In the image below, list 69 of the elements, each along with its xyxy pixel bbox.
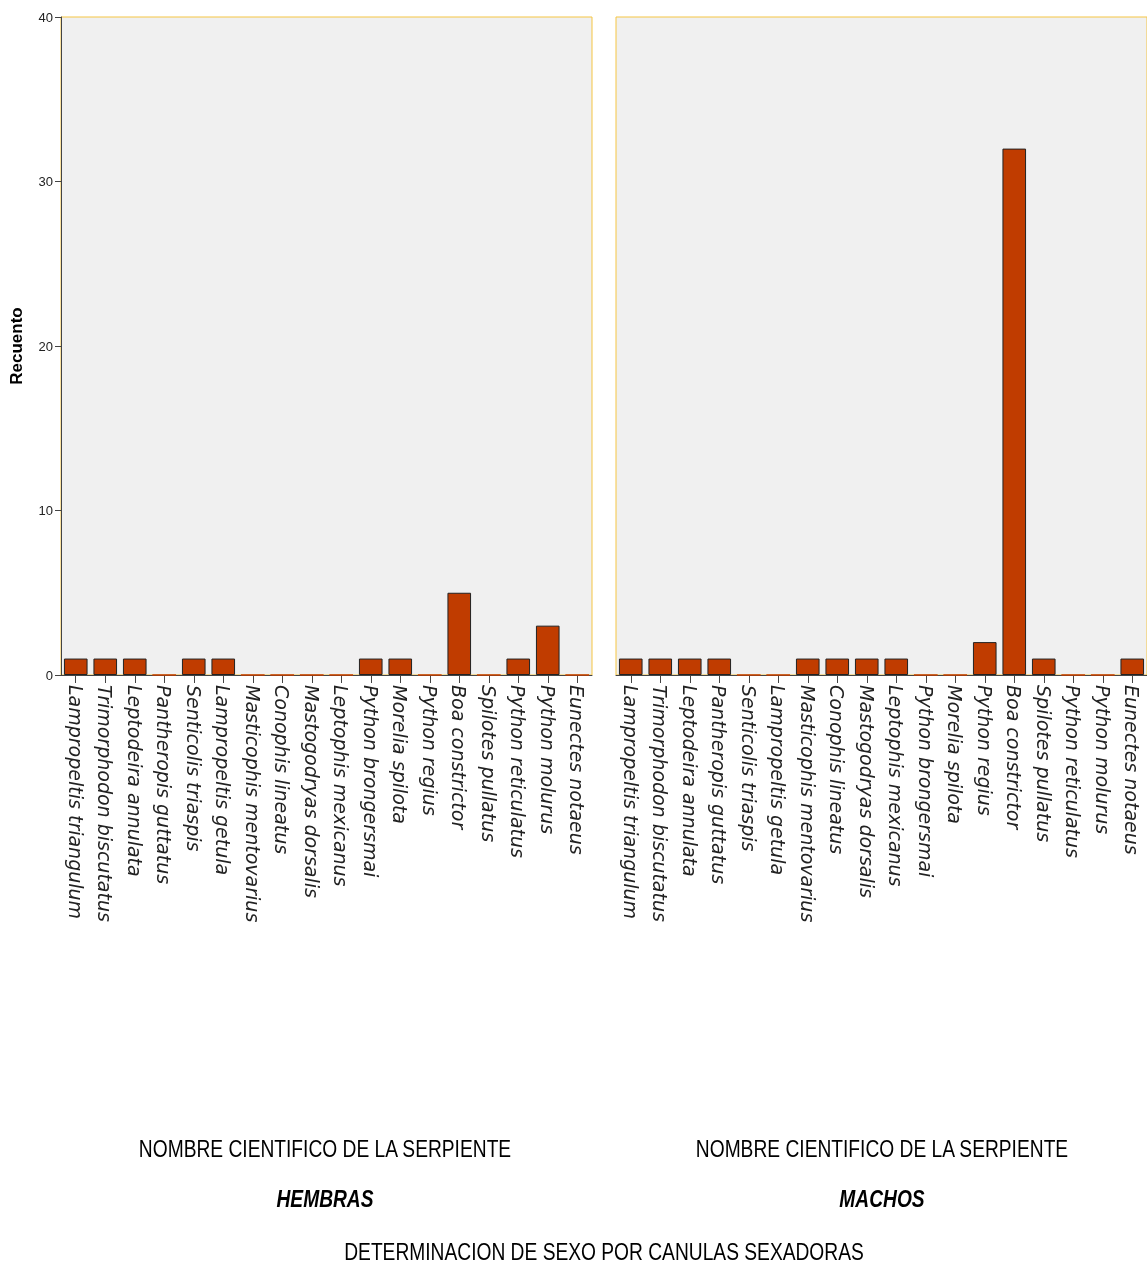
bar [447, 592, 472, 675]
bar [707, 658, 732, 675]
x-axis-title: NOMBRE CIENTIFICO DE LA SERPIENTE [138, 1135, 512, 1163]
x-tick-label: Lampropeltis getula [767, 685, 790, 876]
bar [93, 658, 118, 675]
bar [211, 658, 236, 675]
y-tick-label: 30 [38, 174, 53, 189]
x-tick-label: Python regius [418, 685, 441, 816]
x-tick-label: Eunectes notaeus [1121, 685, 1144, 855]
bar [795, 658, 820, 675]
bar [1120, 658, 1145, 675]
x-tick-label: Lampropeltis getula [212, 685, 235, 876]
y-tick-label: 10 [38, 503, 53, 518]
x-tick-label: Morelia spilota [389, 685, 412, 824]
text: DETERMINACION DE SEXO POR CANULAS SEXADORAS [344, 1238, 864, 1266]
bar [181, 658, 206, 675]
x-tick-label: Leptophis mexicanus [330, 685, 353, 887]
x-tick-label: Trimorphodon biscutatus [94, 685, 117, 922]
x-tick-label: Python reticulatus [1062, 685, 1085, 859]
bar [854, 658, 879, 675]
x-tick-label: Leptodeira annulata [678, 685, 701, 877]
x-tick-label: Leptodeira annulata [123, 685, 146, 877]
bar [677, 658, 702, 675]
bar [648, 658, 673, 675]
x-tick-label: Masticophis mentovarius [796, 685, 819, 923]
x-tick-label: Spilotes pullatus [477, 685, 500, 843]
x-tick-label: Spilotes pullatus [1032, 685, 1055, 843]
y-tick-label: 20 [38, 338, 53, 354]
x-tick-label: Python brongersmai [359, 685, 382, 879]
x-tick-label: Mastogodryas dorsalis [300, 685, 323, 898]
bar [972, 642, 997, 675]
x-tick-label: Senticolis triaspis [737, 685, 760, 852]
y-tick-label: 0 [45, 667, 53, 683]
x-tick-label: Python regius [973, 685, 996, 816]
x-tick-label: Trimorphodon biscutatus [649, 685, 672, 922]
bar [618, 658, 643, 675]
y-tick-label: 40 [38, 9, 53, 25]
bar [506, 658, 531, 675]
x-tick-label: Lampropeltis triangulum [64, 685, 87, 920]
x-tick-label: Python molurus [1091, 685, 1114, 835]
bar [1031, 658, 1056, 675]
y-axis-title: Recuento [7, 307, 26, 385]
bar [358, 658, 383, 675]
x-tick-label: Mastogodryas dorsalis [855, 685, 878, 898]
x-tick-label: Eunectes notaeus [566, 685, 589, 855]
x-tick-label: Leptophis mexicanus [885, 685, 908, 887]
bar [825, 658, 850, 675]
x-tick-label: Boa constrictor [1003, 685, 1026, 831]
x-tick-label: Python molurus [536, 685, 559, 835]
text: MACHOS [838, 1185, 925, 1213]
x-tick-label: Conophis lineatus [271, 685, 294, 855]
x-tick-label: Senticolis triaspis [182, 685, 205, 852]
x-tick-label: Pantheropis guttatus [153, 685, 176, 885]
bar [122, 658, 147, 675]
bar [63, 658, 88, 675]
x-tick-label: Python brongersmai [914, 685, 937, 879]
bar [884, 658, 909, 675]
x-tick-label: Conophis lineatus [826, 685, 849, 855]
x-tick-label: Boa constrictor [448, 685, 471, 831]
bar [1002, 148, 1027, 675]
x-tick-label: Masticophis mentovarius [241, 685, 264, 923]
x-axis-title: NOMBRE CIENTIFICO DE LA SERPIENTE [695, 1135, 1068, 1163]
text: HEMBRAS [276, 1185, 374, 1213]
x-tick-label: Pantheropis guttatus [708, 685, 731, 885]
x-tick-label: Morelia spilota [944, 685, 967, 824]
bar [388, 658, 413, 675]
x-tick-label: Python reticulatus [507, 685, 530, 859]
x-tick-label: Lampropeltis triangulum [619, 685, 642, 920]
bar [535, 625, 560, 675]
